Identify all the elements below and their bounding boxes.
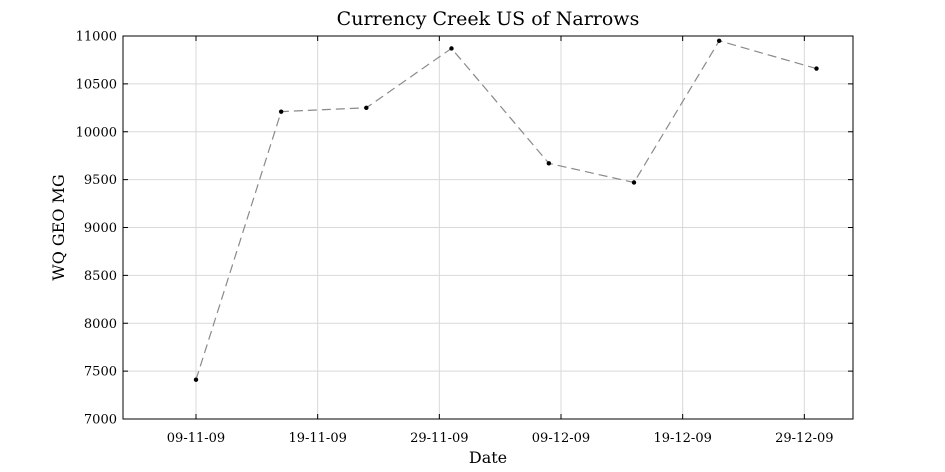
y-tick-label: 7000 — [84, 413, 117, 428]
data-point — [814, 66, 819, 71]
x-tick-label: 29-12-09 — [775, 431, 833, 446]
y-tick-label: 10500 — [76, 77, 117, 92]
data-point — [449, 46, 454, 51]
series — [193, 38, 819, 382]
grid — [123, 35, 853, 420]
data-point — [546, 161, 552, 166]
data-point — [193, 377, 199, 382]
y-tick-label: 7500 — [84, 365, 117, 380]
x-tick-labels: 09-11-09 19-11-09 29-11-09 09-12-09 19-12-09… — [167, 431, 834, 446]
y-axis-label: WQ GEO MG — [49, 174, 68, 280]
data-point — [631, 180, 637, 185]
y-tick-label: 9500 — [84, 173, 117, 188]
y-tick-label: 8000 — [84, 317, 117, 332]
data-point — [278, 109, 284, 114]
data-point — [364, 105, 369, 111]
y-tick-labels: 7000 7500 8000 8500 9000 9500 10000 10500 11000 — [76, 30, 117, 428]
y-tick-label: 8500 — [84, 269, 117, 284]
x-tick-label: 29-11-09 — [410, 431, 468, 446]
series-line — [195, 40, 817, 380]
chart-title: Currency Creek US of Narrows — [337, 8, 640, 30]
data-point — [716, 38, 722, 43]
x-tick-label: 19-11-09 — [288, 431, 346, 446]
y-tick-label: 9000 — [84, 221, 117, 236]
y-tick-label: 10000 — [76, 125, 117, 140]
x-axis-label: Date — [469, 448, 507, 467]
axis-ticks — [123, 35, 853, 420]
x-tick-label: 09-12-09 — [532, 431, 590, 446]
x-tick-label: 19-12-09 — [653, 431, 711, 446]
x-tick-label: 09-11-09 — [167, 431, 225, 446]
y-tick-label: 11000 — [76, 30, 117, 45]
